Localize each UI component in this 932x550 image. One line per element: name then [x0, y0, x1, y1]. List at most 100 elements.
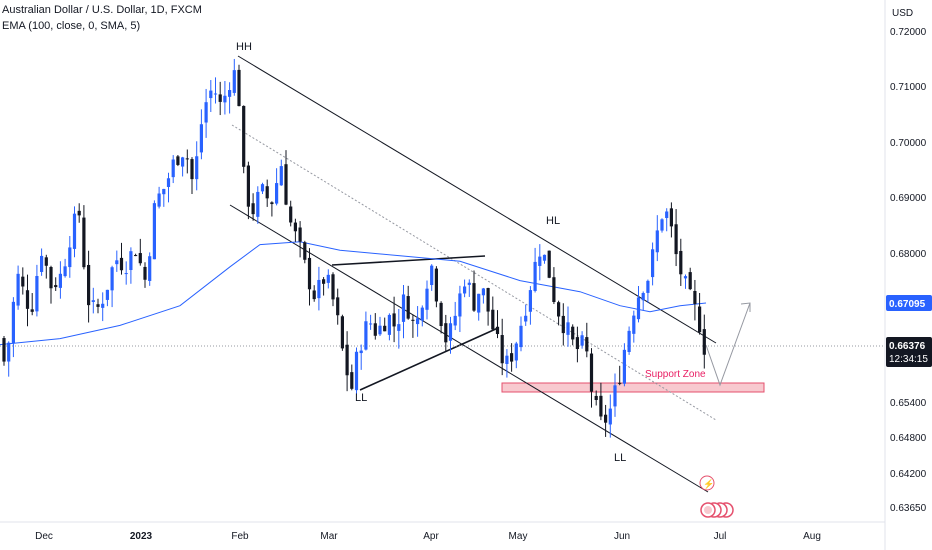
- candle-body: [702, 329, 706, 355]
- projection-path: [705, 302, 751, 387]
- candle-body: [608, 408, 612, 425]
- candle-body: [124, 273, 128, 275]
- flag-icons: [700, 502, 734, 518]
- candle-body: [237, 69, 241, 107]
- candle-body: [228, 90, 232, 97]
- candle-body: [632, 315, 636, 334]
- candle-body: [646, 280, 650, 293]
- time-tick-label: Jul: [714, 531, 727, 542]
- ll-right-label: LL: [614, 452, 626, 464]
- candle-body: [698, 306, 702, 333]
- candle-body: [613, 385, 617, 407]
- candle-body: [439, 302, 443, 327]
- candle-body: [336, 297, 340, 316]
- hl-label: HL: [546, 215, 560, 227]
- candle-body: [345, 344, 349, 376]
- price-tick-label: 0.68000: [890, 249, 927, 260]
- candle-body: [40, 255, 44, 272]
- candle-body: [35, 276, 39, 312]
- price-axis: 0.72000 0.71000 0.70000 0.69000 0.68000 0.654…: [890, 27, 927, 514]
- time-tick-label: Aug: [803, 531, 821, 542]
- candle-body: [185, 158, 189, 160]
- candle-body: [195, 156, 199, 180]
- channel-lower-line: [229, 204, 709, 493]
- candle-body: [406, 296, 410, 319]
- candle-body: [575, 337, 579, 350]
- candle-body: [148, 256, 152, 281]
- flash-icon: [699, 475, 715, 491]
- candle-body: [580, 335, 584, 346]
- candle-body: [251, 203, 255, 215]
- countdown-text: 12:34:15: [889, 354, 928, 365]
- candle-body: [688, 272, 692, 290]
- candle-body: [481, 288, 485, 296]
- candle-body: [340, 316, 344, 349]
- candle-body: [82, 217, 86, 268]
- price-tick-label: 0.69000: [890, 193, 927, 204]
- candle-body: [542, 254, 547, 261]
- candle-body: [152, 203, 156, 260]
- candle-body: [166, 178, 171, 187]
- candle-body: [660, 219, 664, 231]
- candle-body: [157, 193, 161, 207]
- candle-body: [387, 314, 391, 335]
- price-tick-label: 0.64200: [890, 469, 927, 480]
- symbol-title: Australian Dollar / U.S. Dollar, 1D, FXC…: [2, 4, 202, 16]
- triangle-upper-line: [331, 255, 486, 266]
- candle-body: [636, 297, 641, 320]
- candle-body: [58, 273, 62, 288]
- time-axis: Dec 2023 Feb Mar Apr May Jun Jul Aug: [35, 531, 821, 542]
- candle-body: [519, 325, 523, 348]
- candle-body: [411, 319, 415, 321]
- candle-body: [138, 253, 142, 264]
- candle-body: [322, 279, 326, 284]
- candle-body: [279, 166, 283, 186]
- candle-body: [101, 303, 105, 308]
- candle-body: [232, 70, 236, 93]
- ema-line: [0, 241, 707, 346]
- candle-body: [129, 251, 133, 271]
- candle-body: [359, 350, 363, 354]
- candle-body: [510, 353, 514, 362]
- candle-body: [171, 159, 175, 178]
- last-price-tag-text: 0.66376: [889, 341, 926, 352]
- candle-body: [561, 315, 565, 334]
- candle-body: [87, 264, 91, 306]
- candle-body: [693, 290, 697, 304]
- price-tick-label: 0.71000: [890, 82, 927, 93]
- candle-body: [96, 304, 100, 307]
- candle-body: [491, 309, 495, 330]
- candle-body: [547, 250, 551, 278]
- candle-body: [533, 261, 537, 291]
- candle-body: [2, 338, 6, 362]
- candle-body: [669, 208, 673, 227]
- candle-body: [655, 230, 659, 253]
- candle-body: [134, 255, 138, 257]
- candle-body: [190, 159, 194, 180]
- candle-body: [199, 124, 203, 153]
- candle-body: [317, 279, 321, 299]
- candle-body: [143, 266, 147, 280]
- candle-body: [213, 93, 218, 95]
- candles-group: [2, 58, 706, 438]
- candle-body: [373, 323, 377, 336]
- candle-body: [218, 94, 222, 102]
- candle-body: [270, 202, 274, 205]
- candle-body: [30, 309, 34, 312]
- candle-body: [420, 307, 424, 321]
- time-tick-label: Feb: [231, 531, 249, 542]
- triangle-lower-line: [359, 327, 499, 391]
- candle-body: [538, 256, 542, 266]
- candle-body: [115, 260, 119, 265]
- us-flag-icon: [704, 506, 712, 514]
- candle-body: [397, 324, 401, 331]
- candle-body: [627, 330, 631, 352]
- price-tick-label: 0.65400: [890, 398, 927, 409]
- price-tick-label: 0.70000: [890, 138, 927, 149]
- candle-body: [331, 274, 335, 300]
- channel-mid-line: [231, 124, 717, 421]
- candle-body: [110, 267, 114, 291]
- channel-upper-line: [237, 55, 717, 344]
